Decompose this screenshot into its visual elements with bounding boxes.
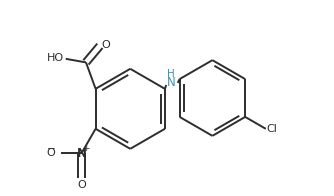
Text: N: N [76, 147, 87, 160]
Text: N: N [167, 76, 176, 89]
Text: +: + [82, 144, 90, 153]
Text: Cl: Cl [267, 124, 278, 134]
Text: HO: HO [47, 53, 64, 63]
Text: O: O [77, 180, 86, 190]
Text: −: − [47, 144, 56, 154]
Text: O: O [102, 40, 110, 50]
Text: H: H [167, 69, 175, 79]
Text: O: O [47, 148, 55, 158]
